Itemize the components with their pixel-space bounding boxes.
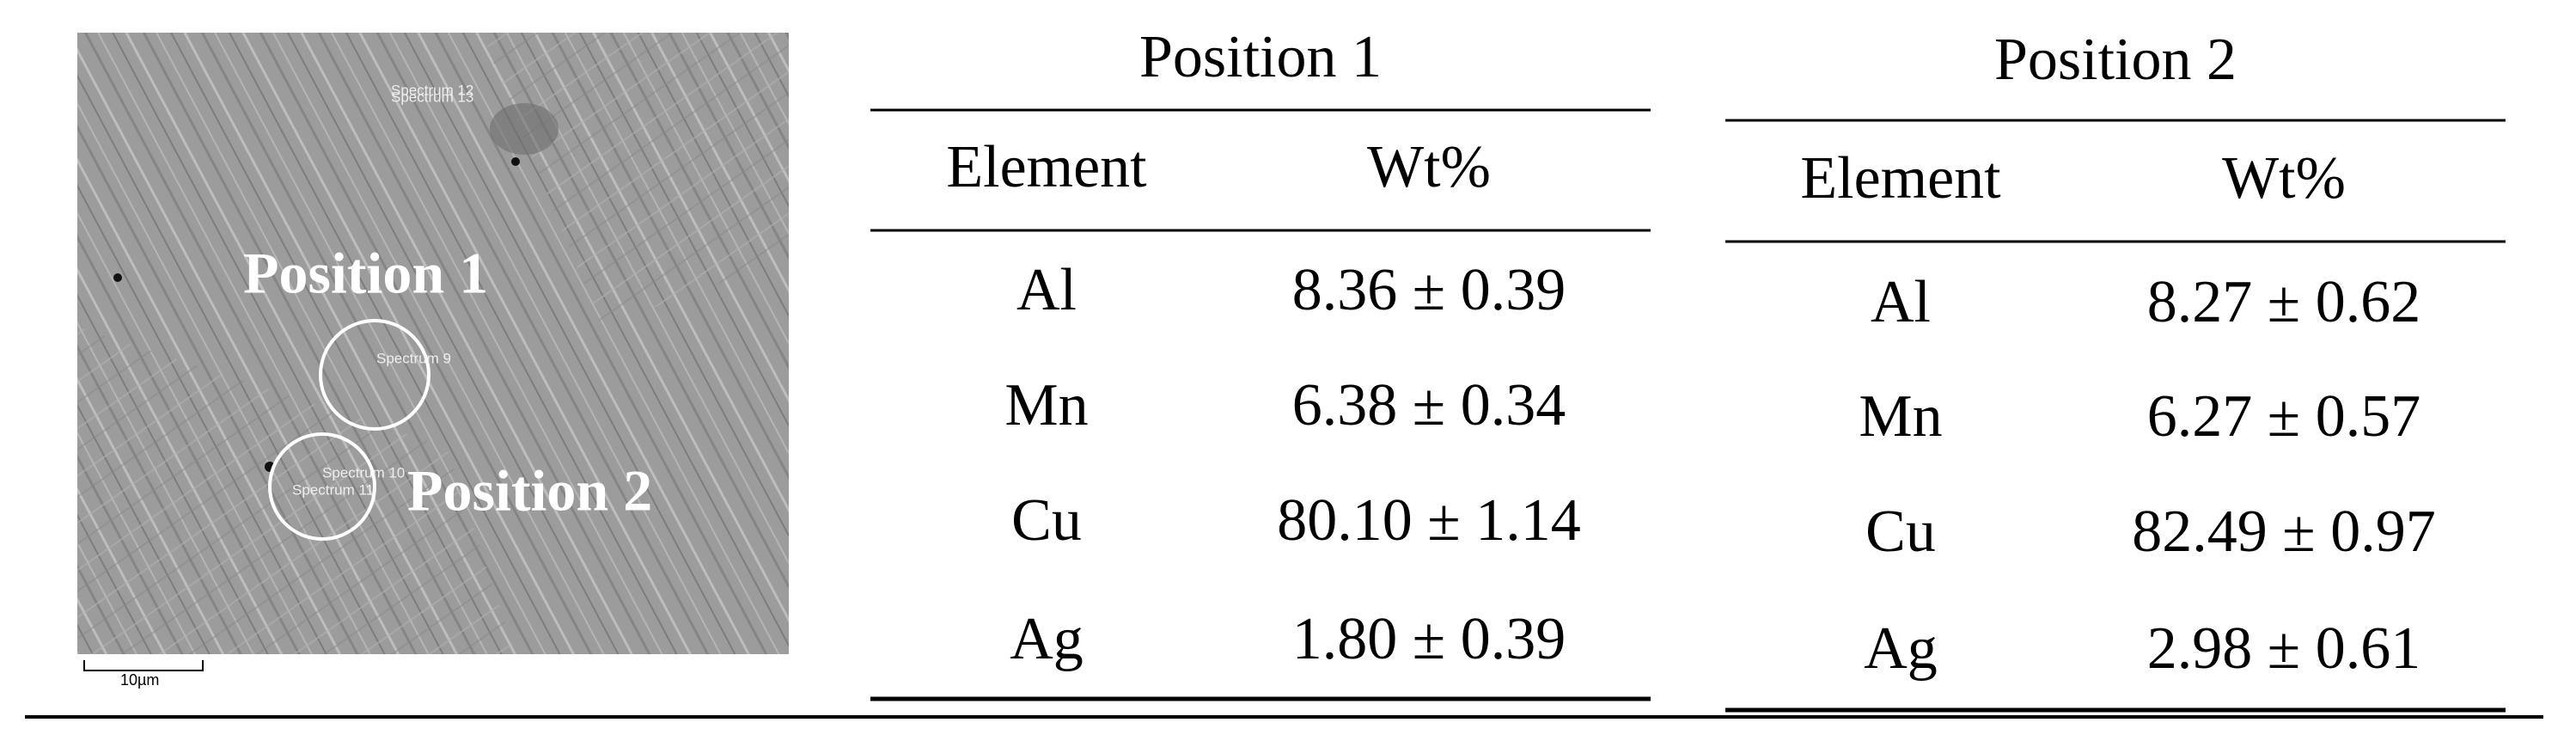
spectrum-label: Spectrum 9	[376, 350, 451, 366]
spectrum-label: Spectrum 12	[391, 82, 473, 98]
column-header: Element	[946, 134, 1147, 200]
table-cell: 2.98 ± 0.61	[2147, 615, 2420, 682]
column-header: Wt%	[1367, 134, 1491, 200]
sem-image	[77, 33, 789, 654]
column-header: Element	[1800, 145, 2001, 211]
spectrum-label: Spectrum 13	[391, 89, 473, 105]
position-label: Position 1	[243, 241, 488, 306]
table-cell: Mn	[1859, 383, 1942, 450]
table-cell: Mn	[1004, 372, 1088, 438]
spectrum-label: Spectrum 11	[292, 481, 374, 498]
table-cell: 1.80 ± 0.39	[1292, 606, 1566, 672]
scale-bar	[83, 660, 204, 671]
table-cell: Cu	[1011, 487, 1082, 554]
table-cell: 8.27 ± 0.62	[2147, 269, 2420, 335]
table-cell: 6.27 ± 0.57	[2147, 383, 2420, 450]
position-label: Position 2	[407, 458, 652, 524]
table-title: Position 1	[1139, 24, 1382, 90]
table-cell: Ag	[1864, 615, 1938, 682]
scale-bar-label: 10µm	[120, 671, 159, 689]
table-cell: Ag	[1010, 606, 1084, 672]
table-cell: 82.49 ± 0.97	[2132, 499, 2435, 565]
table-cell: Al	[1016, 257, 1077, 323]
table-cell: 8.36 ± 0.39	[1292, 257, 1566, 323]
table-cell: 80.10 ± 1.14	[1277, 487, 1580, 554]
table-cell: Al	[1871, 269, 1931, 335]
table-cell: Cu	[1865, 499, 1936, 565]
spectrum-label: Spectrum 10	[322, 464, 405, 481]
table-cell: 6.38 ± 0.34	[1292, 372, 1566, 438]
table-title: Position 2	[1994, 27, 2237, 93]
column-header: Wt%	[2222, 145, 2346, 211]
